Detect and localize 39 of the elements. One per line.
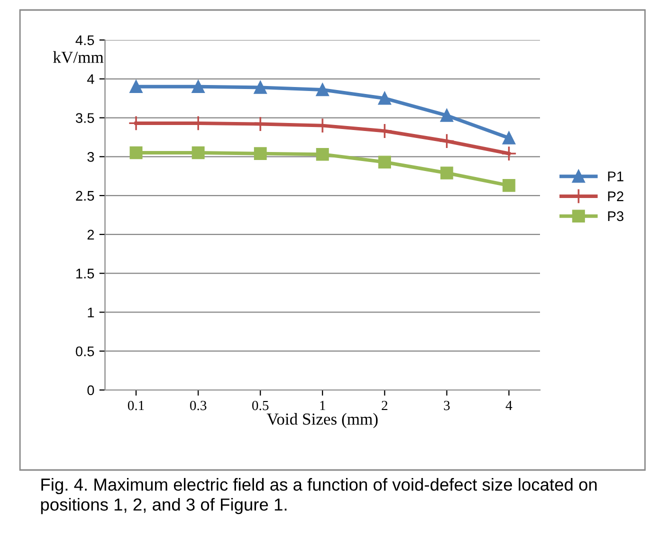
point (192, 146, 205, 160)
x-tick-label: 0.3 (190, 400, 206, 410)
legend-label: P2 (608, 191, 624, 202)
point (254, 147, 267, 160)
point (440, 166, 454, 180)
x-tick-label: 2 (382, 400, 388, 410)
legend-label: P1 (608, 172, 624, 182)
y-tick-label: 3 (87, 152, 94, 162)
y-tick-label: 1 (88, 308, 94, 318)
point (440, 109, 454, 122)
point (378, 156, 392, 168)
point (316, 148, 329, 161)
x-tick-label: 0.5 (252, 400, 268, 410)
y-tick-label: 3.5 (76, 113, 94, 123)
y-axis-title: kV/mm (53, 51, 104, 64)
point (502, 179, 516, 192)
legend-label: P3 (608, 211, 624, 222)
y-tick-label: 4 (87, 74, 94, 84)
point (130, 80, 142, 94)
y-tick-label: 4.5 (76, 35, 94, 46)
caption: Fig. 4. Maximum electric field as a function of void-defect size located on positions 1, 2, and 3 of Figure 1. (41, 478, 597, 514)
point (502, 132, 516, 144)
point (130, 146, 142, 160)
point (378, 92, 392, 105)
point (439, 133, 455, 149)
y-tick-label: 1.5 (76, 268, 94, 279)
point (192, 80, 205, 94)
x-tick-label: 4 (506, 400, 512, 410)
x-tick-label: 1 (320, 400, 326, 410)
y-tick-label: 0.5 (76, 346, 94, 356)
y-tick-label: 2.5 (76, 190, 94, 201)
point (501, 146, 517, 162)
y-tick-label: 0 (87, 385, 94, 396)
x-tick-label: 3 (444, 400, 450, 410)
point (254, 81, 267, 94)
point (316, 83, 329, 96)
x-axis-title: Void Sizes (mm) (266, 413, 378, 428)
x-tick-label: 0.1 (128, 400, 144, 410)
y-tick-label: 2 (88, 230, 94, 240)
